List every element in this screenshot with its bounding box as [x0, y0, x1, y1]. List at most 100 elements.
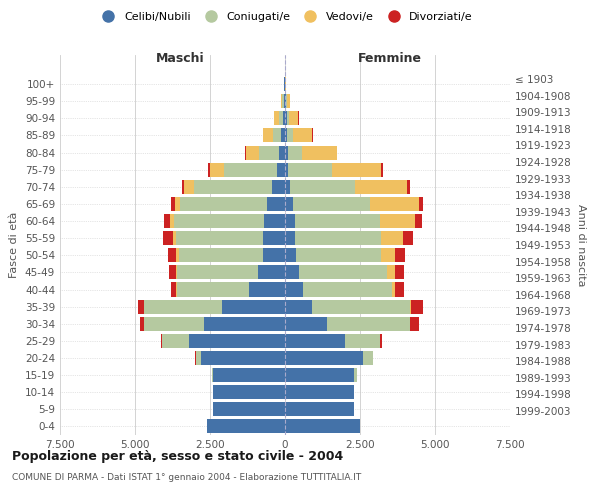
Bar [259, 146, 279, 160]
Bar [289, 162, 332, 176]
Bar [387, 266, 395, 280]
Bar [285, 316, 327, 331]
Bar [263, 231, 285, 245]
Bar [258, 266, 285, 280]
Bar [271, 180, 285, 194]
Bar [171, 282, 176, 296]
Text: Popolazione per età, sesso e stato civile - 2004: Popolazione per età, sesso e stato civil… [12, 450, 343, 463]
Bar [210, 162, 224, 176]
Bar [285, 351, 363, 365]
Bar [409, 316, 410, 331]
Bar [296, 248, 382, 262]
Bar [392, 282, 395, 296]
Text: COMUNE DI PARMA - Dati ISTAT 1° gennaio 2004 - Elaborazione TUTTITALIA.IT: COMUNE DI PARMA - Dati ISTAT 1° gennaio … [12, 472, 361, 482]
Bar [284, 94, 285, 108]
Bar [285, 282, 303, 296]
Bar [140, 316, 144, 331]
Bar [285, 385, 354, 399]
Bar [196, 351, 201, 365]
Bar [177, 266, 258, 280]
Bar [175, 197, 180, 211]
Bar [224, 162, 277, 176]
Bar [193, 180, 271, 194]
Bar [285, 162, 289, 176]
Bar [176, 231, 263, 245]
Bar [285, 420, 360, 434]
Bar [170, 197, 175, 211]
Bar [263, 248, 285, 262]
Bar [412, 300, 423, 314]
Bar [213, 368, 285, 382]
Bar [184, 180, 193, 194]
Bar [415, 214, 422, 228]
Bar [407, 180, 410, 194]
Bar [285, 300, 312, 314]
Bar [263, 128, 273, 142]
Bar [162, 334, 189, 348]
Bar [204, 316, 285, 331]
Bar [213, 385, 285, 399]
Bar [177, 282, 249, 296]
Bar [293, 128, 312, 142]
Bar [277, 162, 285, 176]
Bar [176, 248, 179, 262]
Bar [286, 94, 287, 108]
Bar [161, 334, 162, 348]
Bar [381, 231, 403, 245]
Bar [285, 180, 290, 194]
Bar [207, 420, 285, 434]
Bar [370, 197, 419, 211]
Y-axis label: Anni di nascita: Anni di nascita [575, 204, 586, 286]
Bar [283, 112, 285, 126]
Bar [179, 248, 263, 262]
Bar [285, 266, 299, 280]
Bar [287, 112, 289, 126]
Bar [363, 351, 373, 365]
Bar [410, 316, 419, 331]
Bar [332, 162, 382, 176]
Bar [264, 214, 285, 228]
Legend: Celibi/Nubili, Coniugati/e, Vedovi/e, Divorziati/e: Celibi/Nubili, Coniugati/e, Vedovi/e, Di… [93, 8, 477, 26]
Bar [302, 146, 337, 160]
Bar [287, 128, 293, 142]
Bar [213, 402, 285, 416]
Bar [163, 214, 170, 228]
Bar [327, 316, 409, 331]
Bar [173, 231, 176, 245]
Bar [176, 266, 177, 280]
Bar [285, 94, 286, 108]
Bar [245, 146, 246, 160]
Bar [382, 248, 395, 262]
Bar [295, 214, 380, 228]
Bar [380, 334, 382, 348]
Bar [284, 77, 285, 91]
Y-axis label: Fasce di età: Fasce di età [10, 212, 19, 278]
Bar [382, 162, 383, 176]
Bar [285, 231, 295, 245]
Bar [144, 300, 222, 314]
Bar [163, 231, 173, 245]
Text: Maschi: Maschi [155, 52, 205, 66]
Bar [180, 197, 267, 211]
Bar [168, 248, 176, 262]
Bar [138, 300, 143, 314]
Bar [274, 112, 280, 126]
Bar [285, 214, 295, 228]
Bar [283, 94, 284, 108]
Bar [285, 402, 354, 416]
Bar [279, 146, 285, 160]
Bar [312, 300, 409, 314]
Bar [249, 282, 285, 296]
Bar [403, 231, 413, 245]
Bar [144, 316, 204, 331]
Bar [285, 112, 287, 126]
Bar [176, 282, 177, 296]
Bar [285, 248, 296, 262]
Bar [289, 112, 298, 126]
Bar [169, 266, 176, 280]
Bar [419, 197, 424, 211]
Bar [174, 214, 264, 228]
Text: Femmine: Femmine [358, 52, 422, 66]
Bar [170, 214, 174, 228]
Bar [281, 128, 285, 142]
